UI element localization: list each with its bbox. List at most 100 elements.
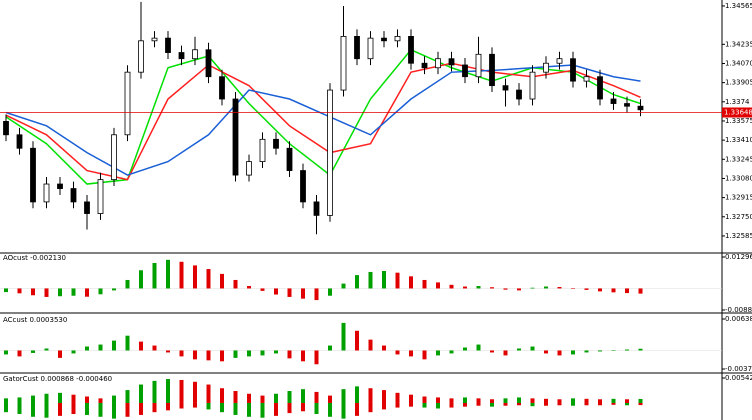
- histogram-bar: [584, 350, 589, 353]
- gator-bar: [341, 402, 346, 419]
- candle-body: [16, 134, 23, 149]
- gator-bar: [98, 398, 103, 403]
- pane-label: GatorCust 0.000868 -0.000460: [3, 375, 112, 383]
- candle-body: [138, 40, 144, 73]
- candle-body: [529, 71, 536, 100]
- candle-body: [610, 98, 617, 104]
- histogram-bar: [598, 350, 602, 352]
- gator-bar: [220, 388, 224, 403]
- candle-body: [286, 147, 293, 171]
- gator-bar: [179, 402, 184, 409]
- candle-body: [408, 36, 414, 64]
- histogram-bar: [4, 350, 8, 355]
- gator-bar: [436, 397, 440, 403]
- histogram-bar: [638, 348, 643, 351]
- histogram-bar: [287, 288, 292, 297]
- histogram-bar: [260, 288, 265, 291]
- histogram-bar: [112, 340, 116, 351]
- histogram-bar: [17, 288, 22, 294]
- gator-bar: [422, 396, 427, 403]
- histogram-bar: [274, 288, 278, 295]
- candle-body: [178, 52, 185, 60]
- gator-bar: [490, 399, 494, 403]
- gator-bar: [409, 394, 413, 403]
- gator-bar: [17, 397, 22, 403]
- histogram-bar: [301, 288, 305, 299]
- gator-bar: [139, 402, 143, 415]
- y-tick-label: 1.33410: [725, 136, 752, 144]
- histogram-bar: [463, 347, 467, 351]
- gator-bar: [247, 402, 251, 417]
- histogram-bar: [517, 348, 521, 351]
- candle-body: [165, 37, 171, 53]
- histogram-bar: [449, 284, 454, 289]
- gator-bar: [152, 380, 157, 403]
- gator-bar: [382, 390, 386, 403]
- gator-bar: [206, 402, 211, 410]
- gator-bar: [125, 402, 130, 417]
- candle-body: [381, 37, 387, 42]
- gator-bar: [193, 402, 197, 408]
- gator-bar: [31, 395, 35, 403]
- histogram-bar: [233, 350, 238, 358]
- candle-body: [448, 58, 455, 66]
- candle-body: [340, 36, 347, 91]
- histogram-bar: [274, 350, 278, 354]
- gator-bar: [260, 402, 265, 418]
- histogram-bar: [328, 288, 332, 296]
- gator-bar: [71, 394, 76, 403]
- histogram-bar: [139, 341, 143, 351]
- histogram-bar: [98, 288, 103, 295]
- candle-body: [313, 201, 320, 216]
- pane-label: ACcust 0.0003530: [3, 316, 67, 324]
- gator-bar: [355, 402, 359, 416]
- candle-body: [97, 179, 104, 214]
- gator-bar: [233, 402, 238, 415]
- y-tick-label: -0.0037574: [725, 365, 752, 373]
- histogram-bar: [355, 275, 359, 289]
- gator-bar: [638, 402, 643, 406]
- gator-bar: [166, 379, 170, 403]
- y-tick-label: 0.0063864: [725, 315, 752, 323]
- gator-bar: [152, 402, 157, 413]
- candle-body: [637, 105, 644, 111]
- histogram-bar: [530, 346, 535, 351]
- candle-body: [205, 49, 212, 78]
- gator-bar: [625, 402, 629, 406]
- histogram-bar: [503, 350, 508, 356]
- histogram-bar: [382, 270, 386, 289]
- histogram-bar: [517, 288, 521, 291]
- candle-body: [273, 138, 279, 149]
- gator-bar: [584, 402, 589, 406]
- histogram-bar: [625, 349, 629, 351]
- gator-bar: [449, 402, 454, 408]
- candle-body: [43, 183, 50, 203]
- candle-body: [259, 138, 266, 163]
- histogram-bar: [476, 344, 481, 351]
- gator-bar: [233, 390, 238, 403]
- y-tick-label: 1.34565: [725, 2, 752, 10]
- histogram-bar: [247, 286, 251, 289]
- gator-bar: [476, 402, 481, 406]
- histogram-bar: [422, 279, 427, 289]
- candle-body: [232, 98, 239, 176]
- gator-bar: [517, 397, 521, 403]
- y-tick-label: 1.32915: [725, 194, 752, 202]
- histogram-bar: [382, 345, 386, 351]
- candle-body: [30, 147, 36, 203]
- gator-bar: [368, 388, 373, 403]
- candle-body: [502, 85, 509, 91]
- histogram-bar: [179, 350, 184, 357]
- histogram-bar: [152, 262, 157, 289]
- histogram-bar: [436, 282, 440, 289]
- histogram-bar: [166, 350, 170, 353]
- gator-bar: [206, 384, 211, 403]
- histogram-bar: [503, 288, 508, 290]
- histogram-bar: [314, 350, 319, 365]
- y-tick-label: 0.012966: [725, 253, 752, 261]
- pane-label: AOcust -0.002130: [3, 254, 66, 262]
- gator-bar: [341, 389, 346, 403]
- y-tick-label: -0.008880: [725, 306, 752, 314]
- candle-body: [394, 36, 401, 42]
